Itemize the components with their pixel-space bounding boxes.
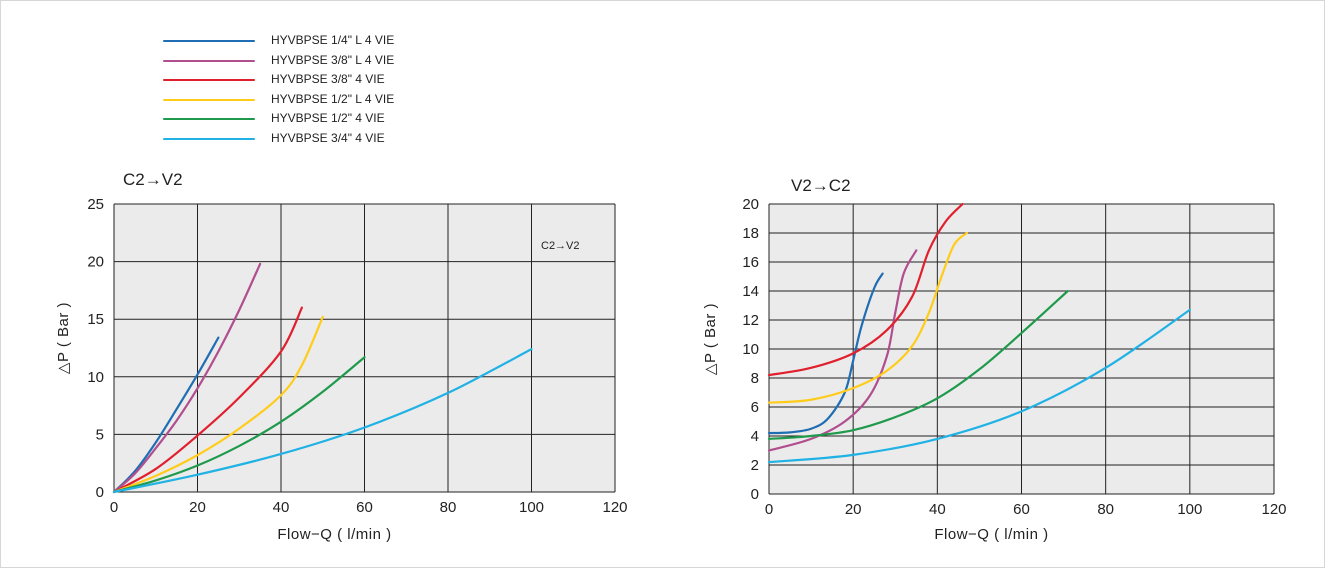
- legend-label: HYVBPSE 3/4" 4 VIE: [271, 130, 385, 145]
- y-tick-label: 10: [742, 341, 759, 358]
- x-tick-label: 80: [1097, 501, 1114, 518]
- x-tick-label: 20: [845, 501, 862, 518]
- legend-swatch: [163, 40, 255, 42]
- series-line: [767, 249, 918, 452]
- series-line: [767, 308, 1191, 464]
- legend-swatch: [163, 59, 255, 62]
- y-tick-label: 2: [751, 457, 759, 474]
- x-axis-label: Flow−Q ( l/min ): [277, 526, 391, 543]
- legend-label: HYVBPSE 1/4" L 4 VIE: [271, 33, 395, 47]
- y-tick-label: 10: [87, 369, 104, 386]
- x-tick-label: 100: [1177, 501, 1202, 518]
- series-line: [767, 289, 1069, 440]
- x-tick-label: 80: [440, 499, 457, 516]
- x-tick-label: 120: [1261, 501, 1286, 518]
- chart-title: V2→C2: [791, 176, 851, 195]
- legend-swatch: [163, 118, 255, 120]
- y-tick-label: 0: [751, 486, 759, 503]
- y-tick-label: 25: [87, 196, 104, 213]
- series-line: [112, 306, 303, 494]
- chart-title: C2→V2: [123, 170, 183, 189]
- chart-1: 0 20 40 60 80 100 120 0 5 10 15 20 25 C2→V2 C2→V2 Flow−…: [55, 170, 628, 543]
- x-tick-label: 40: [273, 499, 290, 516]
- x-axis-label: Flow−Q ( l/min ): [934, 526, 1048, 543]
- legend-label: HYVBPSE 1/2" L 4 VIE: [271, 91, 395, 106]
- chart-2: 0 20 40 60 80 100 120 0 2 4 6 8 10 12 14 16 18 20 V2→C2 Flo…: [702, 176, 1287, 543]
- series-line: [767, 202, 964, 377]
- y-tick-label: 0: [96, 484, 104, 501]
- x-tick-label: 0: [765, 501, 773, 518]
- x-tick-label: 0: [110, 499, 118, 516]
- x-tick-label: 20: [189, 499, 206, 516]
- x-tick-label: 100: [519, 499, 544, 516]
- y-tick-label: 15: [87, 311, 104, 328]
- x-tick-label: 40: [929, 501, 946, 518]
- legend-swatch: [163, 98, 255, 101]
- series-line: [112, 336, 220, 494]
- chart-annotation: C2→V2: [541, 240, 580, 252]
- y-tick-label: 20: [742, 196, 759, 213]
- y-tick-label: 12: [742, 312, 759, 329]
- y-tick-label: 14: [742, 283, 759, 300]
- y-tick-label: 6: [751, 399, 759, 416]
- series-line: [767, 231, 968, 404]
- y-axis-label: △P ( Bar ): [55, 302, 72, 374]
- y-tick-label: 5: [96, 426, 104, 443]
- y-tick-label: 18: [742, 225, 759, 242]
- series-line: [112, 262, 262, 494]
- y-tick-label: 4: [751, 428, 759, 445]
- y-tick-label: 20: [87, 254, 104, 271]
- legend-label: HYVBPSE 3/8" 4 VIE: [271, 72, 385, 86]
- y-tick-label: 16: [742, 254, 759, 271]
- legend-label: HYVBPSE 3/8" L 4 VIE: [271, 52, 395, 67]
- y-axis-label: △P ( Bar ): [702, 303, 719, 375]
- series-line: [767, 272, 884, 435]
- x-tick-label: 60: [356, 499, 373, 516]
- legend-label: HYVBPSE 1/2" 4 VIE: [271, 111, 385, 125]
- series-line: [112, 348, 533, 494]
- y-tick-label: 8: [751, 370, 759, 387]
- x-tick-label: 120: [602, 499, 627, 516]
- legend-swatch: [163, 79, 255, 81]
- series-line: [112, 356, 366, 494]
- series-line: [112, 315, 324, 494]
- x-tick-label: 60: [1013, 501, 1030, 518]
- legend-swatch: [163, 137, 255, 140]
